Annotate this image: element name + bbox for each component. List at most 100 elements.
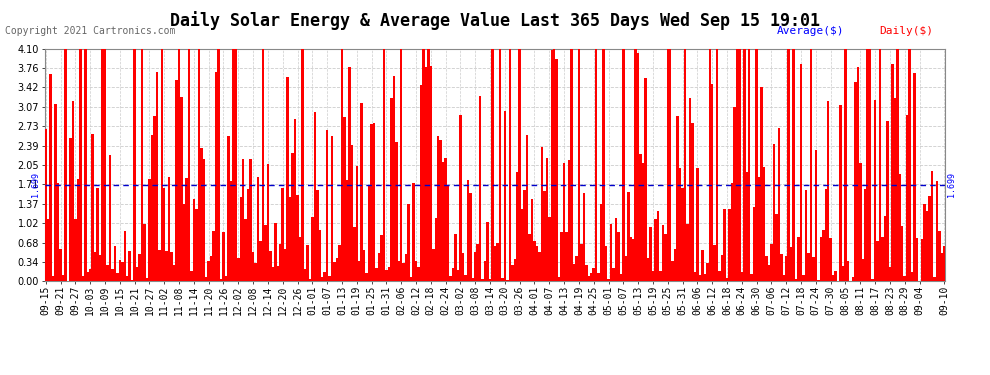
Bar bbox=[232, 49, 235, 281]
Bar bbox=[800, 64, 802, 281]
Bar bbox=[750, 274, 753, 281]
Bar bbox=[499, 49, 501, 281]
Bar bbox=[612, 268, 615, 281]
Bar bbox=[696, 168, 699, 281]
Bar bbox=[659, 271, 661, 281]
Bar bbox=[646, 258, 649, 281]
Text: Average($): Average($) bbox=[777, 26, 844, 36]
Bar bbox=[568, 160, 570, 281]
Bar bbox=[271, 267, 274, 281]
Bar bbox=[792, 49, 795, 281]
Bar bbox=[259, 241, 261, 281]
Bar bbox=[375, 268, 378, 281]
Bar bbox=[630, 237, 632, 281]
Bar bbox=[849, 280, 851, 281]
Bar bbox=[198, 49, 200, 281]
Bar bbox=[139, 254, 141, 281]
Bar bbox=[516, 172, 519, 281]
Bar bbox=[474, 252, 476, 281]
Bar bbox=[74, 219, 76, 281]
Bar bbox=[398, 261, 400, 281]
Bar bbox=[856, 67, 859, 281]
Bar bbox=[220, 279, 223, 281]
Bar bbox=[210, 255, 213, 281]
Bar bbox=[124, 231, 126, 281]
Bar bbox=[755, 49, 758, 281]
Bar bbox=[514, 259, 516, 281]
Bar bbox=[403, 263, 405, 281]
Bar bbox=[346, 180, 348, 281]
Bar bbox=[558, 278, 560, 281]
Bar bbox=[654, 219, 656, 281]
Bar bbox=[264, 225, 266, 281]
Bar bbox=[664, 234, 666, 281]
Bar bbox=[208, 261, 210, 281]
Bar bbox=[701, 251, 704, 281]
Bar bbox=[314, 112, 316, 281]
Bar bbox=[225, 276, 227, 281]
Bar bbox=[790, 247, 792, 281]
Bar bbox=[195, 210, 198, 281]
Bar bbox=[427, 49, 430, 281]
Bar bbox=[237, 258, 240, 281]
Bar bbox=[150, 135, 153, 281]
Bar bbox=[254, 263, 256, 281]
Bar bbox=[180, 97, 183, 281]
Text: 1.699: 1.699 bbox=[947, 172, 956, 197]
Bar bbox=[415, 261, 417, 281]
Bar bbox=[178, 49, 180, 281]
Bar bbox=[355, 166, 358, 281]
Bar bbox=[832, 274, 835, 281]
Bar bbox=[76, 179, 79, 281]
Bar bbox=[874, 100, 876, 281]
Bar bbox=[247, 189, 249, 281]
Bar bbox=[835, 271, 837, 281]
Bar bbox=[555, 59, 558, 281]
Bar bbox=[607, 279, 610, 281]
Bar bbox=[400, 49, 403, 281]
Bar bbox=[861, 259, 864, 281]
Bar bbox=[597, 273, 600, 281]
Bar bbox=[256, 177, 259, 281]
Bar bbox=[651, 272, 654, 281]
Bar bbox=[466, 180, 469, 281]
Bar bbox=[79, 49, 81, 281]
Bar bbox=[914, 73, 916, 281]
Bar bbox=[869, 49, 871, 281]
Bar bbox=[94, 252, 96, 281]
Bar bbox=[622, 49, 625, 281]
Bar bbox=[51, 276, 54, 281]
Bar bbox=[425, 67, 427, 281]
Bar bbox=[294, 118, 296, 281]
Bar bbox=[550, 50, 553, 281]
Bar bbox=[360, 103, 363, 281]
Bar bbox=[242, 159, 245, 281]
Bar bbox=[491, 49, 494, 281]
Bar bbox=[758, 177, 760, 281]
Bar bbox=[671, 261, 674, 281]
Bar bbox=[350, 145, 353, 281]
Bar bbox=[66, 280, 69, 281]
Bar bbox=[939, 231, 940, 281]
Bar bbox=[929, 196, 931, 281]
Bar bbox=[669, 49, 671, 281]
Bar bbox=[656, 211, 659, 281]
Bar bbox=[787, 49, 790, 281]
Bar bbox=[684, 49, 686, 281]
Bar bbox=[795, 279, 797, 281]
Bar bbox=[193, 199, 195, 281]
Bar bbox=[748, 49, 750, 281]
Bar bbox=[353, 227, 355, 281]
Bar bbox=[378, 253, 380, 281]
Bar bbox=[61, 275, 64, 281]
Bar bbox=[881, 237, 884, 281]
Bar bbox=[215, 72, 218, 281]
Text: Daily($): Daily($) bbox=[879, 26, 934, 36]
Bar bbox=[373, 123, 375, 281]
Bar bbox=[649, 227, 651, 281]
Bar bbox=[334, 262, 336, 281]
Bar bbox=[116, 273, 119, 281]
Bar bbox=[548, 217, 550, 281]
Bar bbox=[731, 183, 734, 281]
Bar bbox=[365, 273, 368, 281]
